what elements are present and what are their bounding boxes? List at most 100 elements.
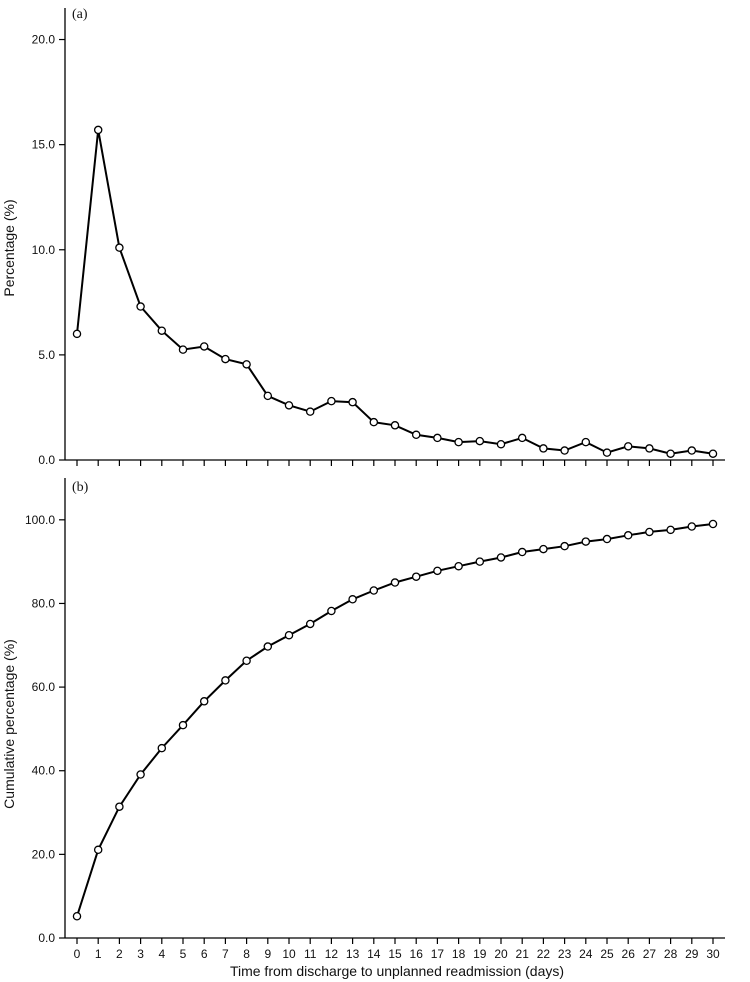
y-tick-label: 5.0: [38, 348, 55, 362]
x-tick-label: 14: [367, 947, 381, 961]
data-point: [454, 561, 463, 571]
data-point: [136, 770, 145, 779]
x-tick-label: 7: [222, 947, 229, 961]
y-tick-label: 10.0: [32, 243, 56, 257]
panel-a-label: (a): [72, 7, 88, 22]
panel-b-label: (b): [72, 480, 89, 495]
data-point: [539, 544, 548, 554]
x-tick-label: 9: [264, 947, 271, 961]
panel-b-cumulative-chart: (b) Cumulative percentage (%) 0.020.040.…: [1, 478, 725, 979]
x-tick-label: 10: [282, 947, 296, 961]
x-tick-label: 4: [158, 947, 165, 961]
x-tick-label: 27: [643, 947, 657, 961]
panel-b-y-axis-title: Cumulative percentage (%): [1, 639, 17, 809]
data-point: [433, 433, 442, 443]
x-tick-label: 15: [388, 947, 402, 961]
data-point: [327, 606, 336, 616]
panel-b-x-ticks: 0 1 2 3 4 5 6 7 8 9 10 11 12 13 14 15 16 17 18 19 20 21 22 23 24…: [74, 938, 720, 961]
data-point: [475, 436, 485, 446]
x-tick-label: 12: [325, 947, 339, 961]
x-tick-label: 17: [431, 947, 445, 961]
x-tick-label: 19: [473, 947, 487, 961]
x-tick-label: 5: [180, 947, 187, 961]
x-tick-label: 26: [622, 947, 636, 961]
panel-a-series-line: [76, 129, 714, 455]
data-point: [517, 547, 527, 557]
x-tick-label: 13: [346, 947, 360, 961]
y-tick-label: 20.0: [32, 847, 56, 861]
x-tick-label: 16: [410, 947, 424, 961]
y-tick-label: 20.0: [32, 33, 56, 47]
data-point: [517, 433, 527, 443]
x-tick-label: 8: [243, 947, 250, 961]
x-tick-label: 11: [304, 947, 317, 961]
data-point: [475, 557, 485, 566]
data-point: [390, 421, 400, 430]
data-point: [666, 525, 675, 535]
y-tick-label: 0.0: [38, 453, 55, 467]
data-point: [454, 437, 463, 447]
data-point: [560, 446, 569, 455]
data-point: [708, 449, 718, 458]
data-point: [581, 537, 591, 546]
x-tick-label: 20: [494, 947, 508, 961]
panel-a-points: [72, 125, 718, 458]
data-point: [199, 697, 209, 706]
x-tick-label: 6: [201, 947, 208, 961]
x-tick-label: 0: [74, 947, 81, 961]
data-point: [687, 522, 697, 531]
data-point: [496, 553, 506, 562]
data-point: [433, 566, 442, 576]
data-point: [369, 586, 379, 595]
y-tick-label: 80.0: [32, 596, 56, 610]
y-tick-label: 0.0: [38, 931, 55, 945]
x-tick-label: 3: [137, 947, 144, 961]
data-point: [72, 912, 82, 921]
data-point: [221, 676, 230, 685]
data-point: [157, 743, 167, 753]
x-tick-label: 30: [706, 947, 720, 961]
x-tick-label: 28: [664, 947, 678, 961]
data-point: [687, 446, 697, 455]
panel-b-points: [72, 519, 718, 921]
panel-b-y-ticks: 0.0 20.0 40.0 60.0 80.0 100.0: [25, 513, 65, 945]
panel-a-y-axis-title: Percentage (%): [1, 199, 17, 296]
data-point: [305, 407, 315, 416]
data-point: [178, 345, 188, 354]
data-point: [242, 360, 251, 369]
data-point: [645, 527, 654, 537]
data-point: [496, 439, 506, 449]
data-point: [327, 396, 336, 406]
panel-a-percentage-chart: (a) Percentage (%) 0.0 5.0 10.0 15.0 20.0: [1, 7, 725, 467]
data-point: [602, 448, 612, 457]
data-point: [348, 397, 357, 407]
data-point: [263, 391, 273, 401]
data-point: [157, 326, 167, 335]
data-point: [602, 534, 612, 544]
data-point: [560, 541, 569, 551]
data-point: [93, 845, 103, 855]
data-point: [411, 572, 421, 581]
data-point: [645, 444, 654, 453]
x-tick-label: 23: [558, 947, 572, 961]
y-tick-label: 15.0: [32, 138, 56, 152]
x-tick-label: 29: [685, 947, 699, 961]
data-point: [115, 802, 124, 811]
x-tick-label: 25: [600, 947, 614, 961]
data-point: [623, 531, 633, 540]
data-point: [305, 619, 315, 629]
x-tick-label: 21: [516, 947, 530, 961]
data-point: [666, 449, 675, 458]
data-point: [369, 417, 379, 427]
data-point: [390, 578, 400, 587]
data-point: [93, 125, 103, 135]
x-tick-label: 2: [116, 947, 123, 961]
data-point: [221, 354, 230, 364]
x-tick-label: 18: [452, 947, 466, 961]
data-point: [178, 720, 188, 730]
data-point: [199, 342, 209, 351]
panel-a-x-ticks: [76, 460, 714, 466]
data-point: [539, 444, 548, 453]
data-point: [136, 302, 145, 311]
